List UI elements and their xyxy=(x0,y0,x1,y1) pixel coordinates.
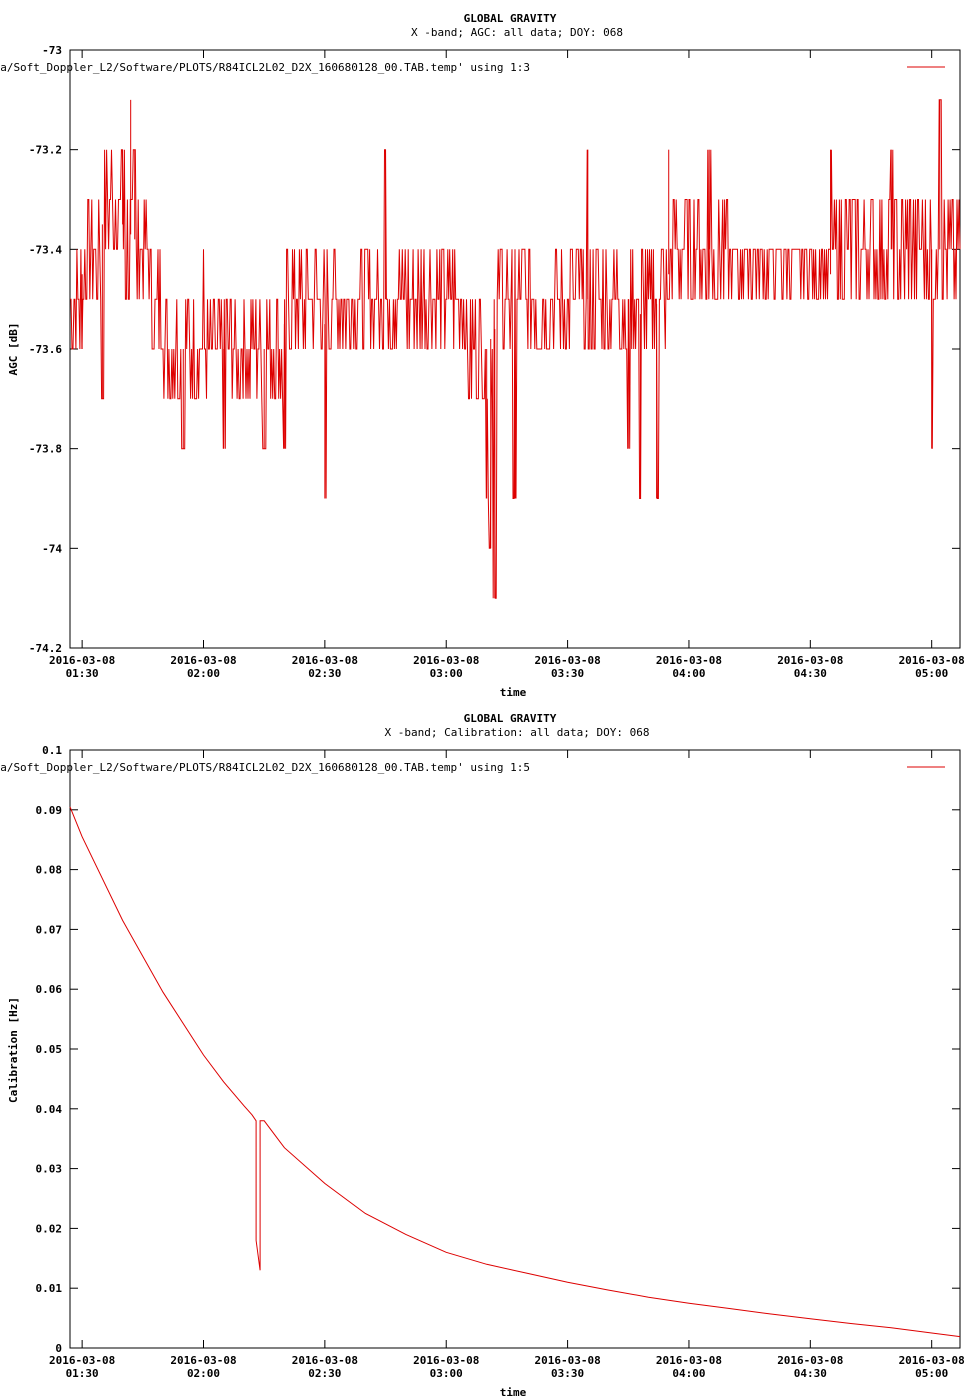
x-tick-date: 2016-03-08 xyxy=(777,1354,843,1367)
y-tick-label: 0.1 xyxy=(42,744,62,757)
y-tick-label: 0.07 xyxy=(36,923,63,936)
x-tick-time: 03:30 xyxy=(551,667,584,680)
y-tick-label: 0.03 xyxy=(36,1163,63,1176)
y-tick-label: 0.05 xyxy=(36,1043,63,1056)
y-tick-labels: 0.1 0.09 0.08 0.07 0.06 0.05 0.04 0.03 0.02 0.01 0 xyxy=(36,744,63,1355)
x-tick-labels: 2016-03-0801:302016-03-0802:002016-03-08… xyxy=(49,654,965,680)
axis-ticks xyxy=(70,749,960,1349)
x-tick-time: 01:30 xyxy=(66,1367,99,1380)
x-tick-date: 2016-03-08 xyxy=(413,1354,479,1367)
x-tick-date: 2016-03-08 xyxy=(49,1354,115,1367)
x-tick-time: 03:30 xyxy=(551,1367,584,1380)
x-tick-date: 2016-03-08 xyxy=(656,1354,722,1367)
x-tick-time: 02:00 xyxy=(187,1367,220,1380)
y-axis-label: Calibration [Hz] xyxy=(7,997,20,1103)
y-tick-label: 0.08 xyxy=(36,864,63,877)
legend-label: 'Z:/ddswork/process_data/Soft_Doppler_L2… xyxy=(0,61,530,74)
y-tick-label: 0.02 xyxy=(36,1222,63,1235)
y-tick-label: -74 xyxy=(42,542,62,555)
chart-subtitle: X -band; Calibration: all data; DOY: 068 xyxy=(385,726,650,739)
plot-frame xyxy=(69,749,961,1349)
legend-label: 'Z:/ddswork/process_data/Soft_Doppler_L2… xyxy=(0,761,530,774)
y-tick-label: 0.09 xyxy=(36,804,63,817)
y-tick-label: -73.8 xyxy=(29,443,62,456)
calibration-line xyxy=(69,806,961,1338)
y-tick-label: 0.04 xyxy=(36,1103,63,1116)
y-tick-label: -73 xyxy=(42,44,62,57)
axis-ticks xyxy=(70,49,960,649)
y-tick-label: -73.4 xyxy=(29,243,62,256)
x-tick-time: 02:30 xyxy=(308,1367,341,1380)
y-tick-label: 0 xyxy=(55,1342,62,1355)
x-tick-time: 02:30 xyxy=(308,667,341,680)
chart-subtitle: X -band; AGC: all data; DOY: 068 xyxy=(411,26,623,39)
x-tick-time: 04:30 xyxy=(794,667,827,680)
agc-chart: GLOBAL GRAVITY X -band; AGC: all data; D… xyxy=(0,12,965,699)
x-tick-time: 05:00 xyxy=(915,667,948,680)
x-tick-date: 2016-03-08 xyxy=(170,1354,236,1367)
calibration-chart: GLOBAL GRAVITY X -band; Calibration: all… xyxy=(0,712,965,1399)
x-tick-date: 2016-03-08 xyxy=(899,654,965,667)
x-tick-date: 2016-03-08 xyxy=(292,654,358,667)
x-tick-time: 02:00 xyxy=(187,667,220,680)
chart-title: GLOBAL GRAVITY xyxy=(464,712,557,725)
x-axis-label: time xyxy=(500,1386,527,1399)
x-tick-time: 04:30 xyxy=(794,1367,827,1380)
x-tick-date: 2016-03-08 xyxy=(656,654,722,667)
agc-series xyxy=(70,99,961,599)
y-tick-label: 0.01 xyxy=(36,1282,63,1295)
y-tick-label: 0.06 xyxy=(36,983,63,996)
x-tick-date: 2016-03-08 xyxy=(413,654,479,667)
x-tick-time: 01:30 xyxy=(66,667,99,680)
x-tick-date: 2016-03-08 xyxy=(534,1354,600,1367)
x-tick-time: 03:00 xyxy=(430,667,463,680)
chart-title: GLOBAL GRAVITY xyxy=(464,12,557,25)
x-tick-date: 2016-03-08 xyxy=(899,1354,965,1367)
calibration-series xyxy=(69,806,961,1338)
y-tick-label: -73.2 xyxy=(29,144,62,157)
x-tick-time: 05:00 xyxy=(915,1367,948,1380)
y-tick-labels: -73 -73.2 -73.4 -73.6 -73.8 -74 -74.2 xyxy=(29,44,62,655)
x-tick-time: 04:00 xyxy=(672,1367,705,1380)
y-tick-label: -73.6 xyxy=(29,343,62,356)
x-tick-labels: 2016-03-0801:302016-03-0802:002016-03-08… xyxy=(49,1354,965,1380)
x-tick-date: 2016-03-08 xyxy=(777,654,843,667)
y-tick-label: -74.2 xyxy=(29,642,62,655)
y-axis-label: AGC [dB] xyxy=(7,323,20,376)
x-tick-date: 2016-03-08 xyxy=(170,654,236,667)
x-tick-date: 2016-03-08 xyxy=(49,654,115,667)
agc-line xyxy=(70,99,961,599)
x-axis-label: time xyxy=(500,686,527,699)
x-tick-date: 2016-03-08 xyxy=(534,654,600,667)
x-tick-time: 04:00 xyxy=(672,667,705,680)
x-tick-date: 2016-03-08 xyxy=(292,1354,358,1367)
x-tick-time: 03:00 xyxy=(430,1367,463,1380)
